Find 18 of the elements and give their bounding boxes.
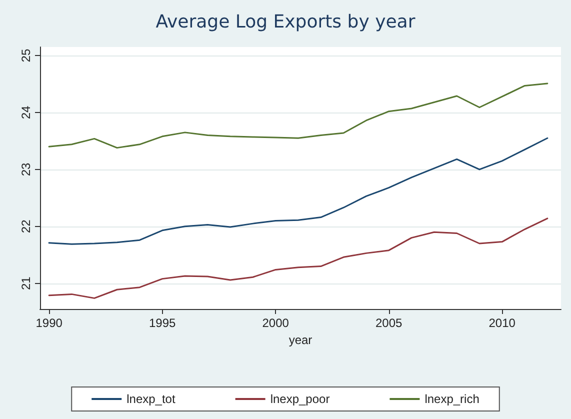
legend-label: lnexp_tot — [126, 392, 176, 406]
x-tick-label: 2010 — [488, 316, 516, 330]
x-axis-title: year — [288, 332, 312, 347]
chart-title: Average Log Exports by year — [156, 12, 416, 32]
line-series — [48, 82, 548, 149]
y-tick-label: 24 — [19, 106, 33, 120]
line-series — [48, 218, 548, 299]
x-tick-label: 2000 — [262, 316, 290, 330]
y-tick-label: 22 — [19, 219, 33, 234]
x-tick-label: 1995 — [148, 316, 176, 330]
y-tick-label: 25 — [19, 48, 33, 62]
x-tick-label: 2005 — [375, 316, 403, 330]
x-tick-label: 1990 — [36, 316, 63, 330]
y-tick-label: 21 — [19, 276, 33, 290]
y-tick-label: 23 — [19, 162, 33, 176]
line-series — [48, 137, 548, 245]
legend-label: lnexp_poor — [270, 392, 330, 406]
legend-label: lnexp_rich — [424, 392, 480, 406]
